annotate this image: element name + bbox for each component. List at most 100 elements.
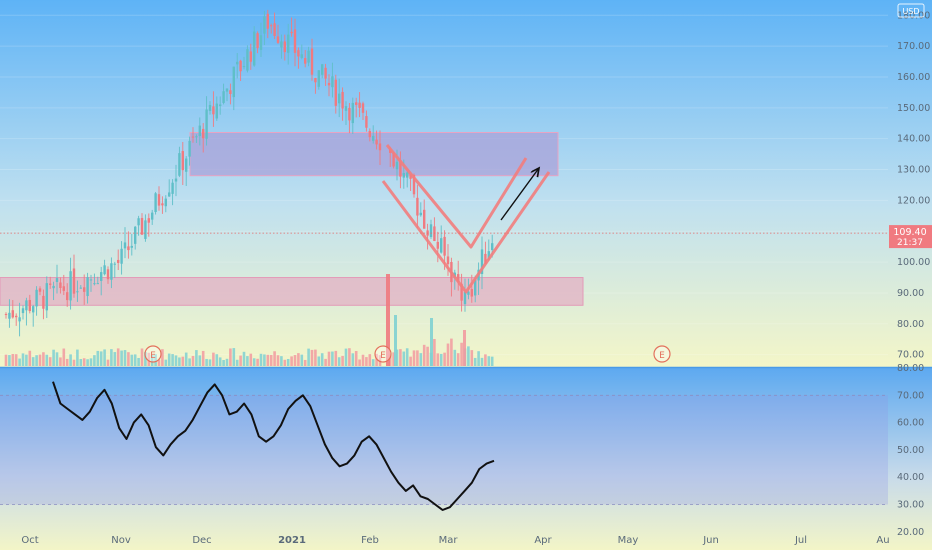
candle-body bbox=[446, 256, 450, 265]
candle-body bbox=[35, 289, 38, 307]
candle-body bbox=[348, 107, 351, 121]
candle-body bbox=[321, 64, 324, 75]
candle-body bbox=[137, 218, 140, 226]
candle-body bbox=[79, 287, 82, 289]
candle-body bbox=[181, 151, 184, 171]
candle-body bbox=[433, 226, 436, 242]
candle-body bbox=[208, 104, 212, 111]
volume-bar bbox=[280, 356, 283, 366]
volume-bar bbox=[324, 358, 327, 366]
volume-bar bbox=[178, 357, 181, 366]
candle-body bbox=[409, 174, 412, 179]
volume-bar bbox=[266, 354, 270, 366]
volume-bar bbox=[55, 352, 59, 366]
oscillator-tick-label: 50.00 bbox=[897, 445, 924, 456]
volume-bar bbox=[239, 355, 242, 366]
candle-body bbox=[327, 82, 331, 86]
v-pattern-lower[interactable] bbox=[381, 171, 551, 294]
candle-body bbox=[168, 192, 171, 197]
price-tick-label: 140.00 bbox=[897, 134, 930, 145]
volume-bar bbox=[450, 338, 453, 366]
time-tick-label: Feb bbox=[361, 535, 379, 546]
candle-body bbox=[171, 182, 174, 194]
candle-body bbox=[215, 103, 218, 119]
time-tick-label: Apr bbox=[534, 535, 552, 546]
volume-bar bbox=[456, 353, 460, 366]
oscillator-tick-label: 70.00 bbox=[897, 390, 924, 401]
currency-badge[interactable]: USD bbox=[897, 3, 925, 18]
volume-bar bbox=[137, 357, 140, 366]
volume-bar bbox=[422, 344, 426, 366]
candle-body bbox=[297, 50, 300, 57]
candle-body bbox=[467, 291, 470, 295]
candle-body bbox=[246, 49, 249, 71]
volume-bar bbox=[59, 357, 62, 366]
candle-body bbox=[134, 226, 137, 244]
candle-body bbox=[307, 50, 310, 63]
volume-bar bbox=[467, 346, 470, 366]
volume-bar bbox=[161, 349, 164, 366]
volume-bar bbox=[184, 352, 188, 366]
candle-body bbox=[300, 54, 303, 58]
volume-bar bbox=[52, 349, 55, 366]
volume-bar bbox=[8, 355, 11, 366]
volume-bar bbox=[314, 349, 317, 366]
volume-bar bbox=[242, 351, 246, 366]
volume-bar bbox=[378, 355, 382, 366]
volume-bar bbox=[48, 357, 52, 366]
candle-body bbox=[123, 242, 127, 249]
earnings-marker[interactable]: E bbox=[653, 345, 671, 363]
volume-bar bbox=[222, 359, 225, 366]
volume-bar bbox=[110, 349, 113, 366]
candle-body bbox=[8, 312, 11, 319]
candle-body bbox=[195, 136, 198, 138]
candle-body bbox=[140, 217, 144, 235]
volume-bar bbox=[256, 358, 259, 366]
volume-bar bbox=[290, 356, 293, 366]
candle-body bbox=[242, 66, 246, 68]
support-zone[interactable] bbox=[0, 277, 584, 306]
candle-body bbox=[460, 283, 463, 301]
volume-bar bbox=[473, 357, 477, 366]
candle-body bbox=[38, 288, 42, 292]
volume-bar bbox=[480, 357, 484, 366]
volume-bar bbox=[463, 330, 466, 366]
volume-bar bbox=[147, 352, 151, 366]
volume-bar bbox=[388, 353, 392, 366]
volume-bar bbox=[453, 349, 457, 366]
candle-body bbox=[378, 143, 382, 151]
volume-bar bbox=[439, 353, 443, 366]
candle-body bbox=[103, 265, 106, 275]
volume-bar bbox=[460, 342, 463, 366]
volume-bar bbox=[351, 353, 355, 366]
volume-bar bbox=[4, 354, 8, 366]
trend-arrow[interactable] bbox=[500, 168, 539, 221]
volume-bar bbox=[235, 359, 239, 366]
volume-bar bbox=[154, 354, 157, 366]
candle-body bbox=[83, 287, 86, 292]
resistance-zone[interactable] bbox=[189, 132, 559, 177]
volume-bar bbox=[249, 353, 253, 366]
candle-body bbox=[416, 197, 419, 216]
oscillator-panel-bg bbox=[0, 368, 932, 550]
earnings-icon bbox=[374, 345, 392, 363]
volume-bar bbox=[11, 354, 15, 366]
volume-bar bbox=[426, 346, 429, 366]
candle-body bbox=[402, 173, 405, 178]
candle-body bbox=[365, 116, 368, 128]
volume-bar bbox=[62, 348, 66, 366]
volume-bar bbox=[286, 358, 290, 366]
candle-body bbox=[69, 271, 72, 301]
volume-bar bbox=[133, 354, 137, 366]
candle-body bbox=[11, 310, 14, 318]
drawings[interactable] bbox=[381, 144, 551, 294]
zones[interactable] bbox=[0, 132, 584, 306]
candle-body bbox=[287, 34, 290, 53]
earnings-marker[interactable]: E bbox=[144, 345, 162, 363]
v-pattern-upper[interactable] bbox=[385, 144, 528, 249]
volume-bar bbox=[327, 351, 331, 366]
volume-bar bbox=[436, 353, 440, 366]
earnings-marker[interactable]: E bbox=[374, 345, 392, 363]
candle-body bbox=[89, 279, 93, 281]
